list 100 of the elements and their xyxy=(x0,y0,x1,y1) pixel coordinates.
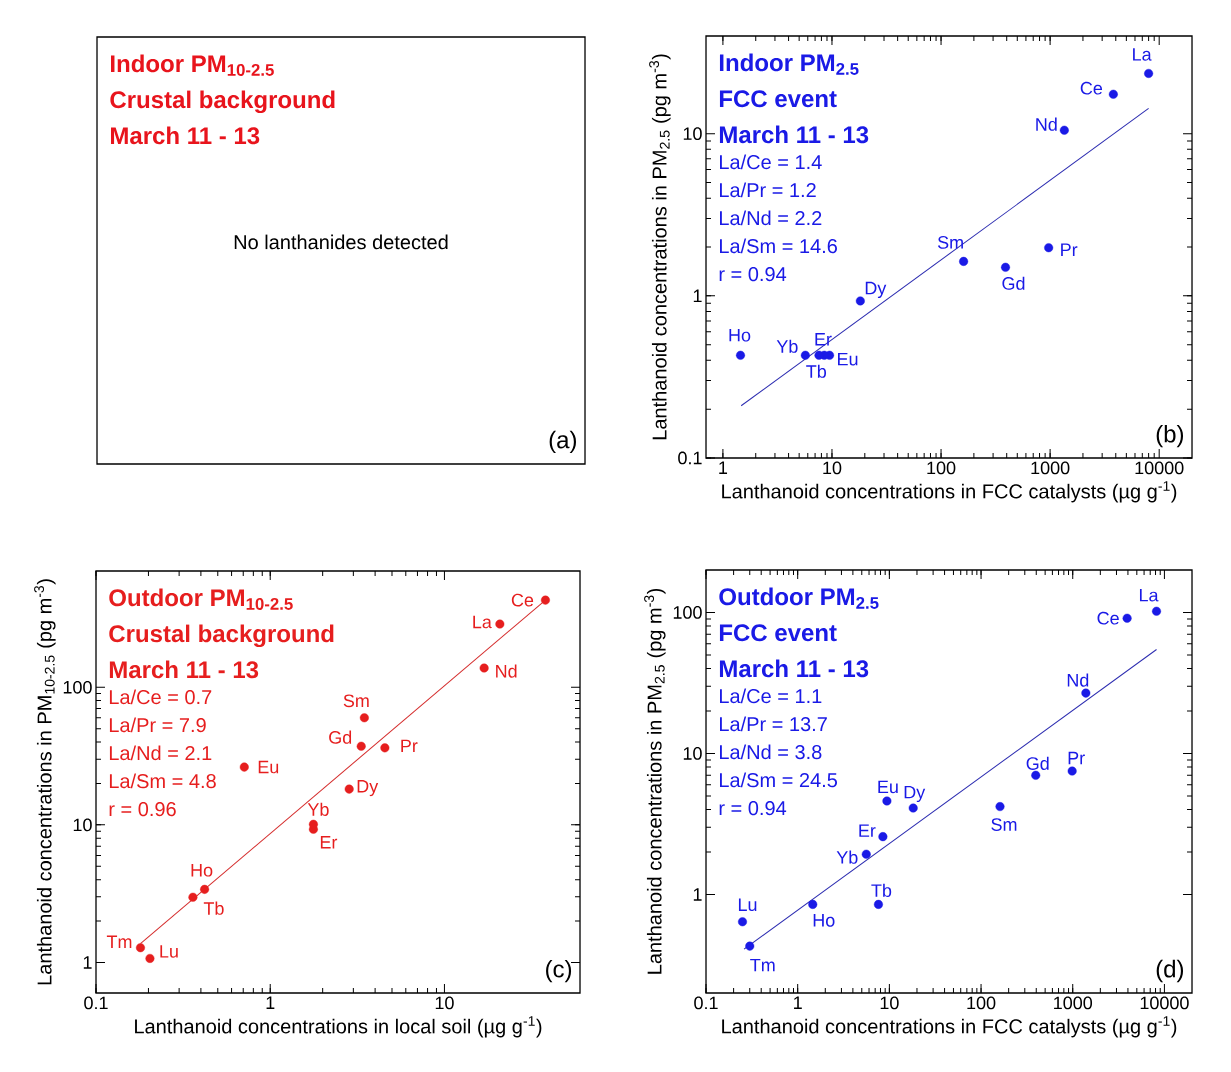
annotation: Lu xyxy=(160,945,178,958)
y-tick-label: 100 xyxy=(63,680,92,694)
annotation: (b) xyxy=(1156,424,1184,448)
annotation: Yb xyxy=(776,339,798,353)
x-tick-label: 1 xyxy=(794,996,802,1009)
x-tick-label: 10 xyxy=(880,996,899,1010)
annotation: Ce xyxy=(1080,81,1103,95)
annotation: Yb xyxy=(307,802,329,816)
annotation: r = 0.96 xyxy=(109,802,176,817)
x-tick-label: 10 xyxy=(823,461,842,475)
x-tick-label: 100 xyxy=(967,996,996,1010)
text: Crustal background xyxy=(109,624,334,648)
x-tick-label: 1 xyxy=(719,461,728,474)
annotation: La/Pr = 13.7 xyxy=(720,716,827,732)
text: Outdoor PM$_{2.5}$ xyxy=(719,587,879,609)
annotation: Eu xyxy=(878,780,898,794)
y-axis-title: Lanthanoid concentrations in PM$_{10-2.5}$ (pg m$^{-3}$) xyxy=(34,579,56,985)
annotation: March 11 - 13 xyxy=(719,125,869,144)
annotation: Gd xyxy=(1026,756,1049,770)
annotation: Nd xyxy=(1067,673,1089,687)
annotation: Er xyxy=(815,333,832,346)
y-tick-label: 1 xyxy=(693,289,702,303)
annotation: La/Ce = 0.7 xyxy=(109,689,212,705)
annotation: Pr xyxy=(401,739,418,753)
annotation: r = 0.94 xyxy=(719,267,787,282)
annotation: Sm xyxy=(343,694,369,708)
annotation: Tb xyxy=(871,883,892,897)
y-tick-label: 10 xyxy=(683,747,702,760)
annotation: Gd xyxy=(329,730,352,744)
annotation: Nd xyxy=(496,664,517,678)
y-tick-label: 1 xyxy=(693,888,702,901)
annotation: Sm xyxy=(991,818,1017,831)
text: (a) xyxy=(549,430,576,454)
annotation: March 11 - 13 xyxy=(719,659,869,678)
annotation: (c) xyxy=(546,959,572,983)
annotation: Nd xyxy=(1036,117,1057,131)
annotation: Pr xyxy=(1061,243,1078,256)
annotation: Ho xyxy=(813,914,835,927)
annotation: Lu xyxy=(738,898,757,912)
annotation: Yb xyxy=(836,850,858,864)
x-tick-label: 0.1 xyxy=(84,996,108,1010)
annotation: La/Pr = 1.2 xyxy=(720,182,816,198)
y-axis-title: Lanthanoid concentrations in PM$_{2.5}$ (pg m$^{-3}$) xyxy=(649,54,671,440)
annotation: Dy xyxy=(865,281,887,298)
annotation: La/Sm = 14.6 xyxy=(720,238,837,254)
annotation: La/Ce = 1.1 xyxy=(720,688,822,704)
annotation: Ce xyxy=(1097,611,1119,625)
text: Indoor PM$_{10-2.5}$ xyxy=(111,54,274,76)
text: FCC event xyxy=(719,624,837,642)
annotation: r = 0.94 xyxy=(719,801,787,816)
text: No lanthanides detected xyxy=(234,234,448,250)
annotation: La/Sm = 4.8 xyxy=(109,773,216,789)
x-tick-label: 10 xyxy=(435,996,454,1010)
annotation: La/Nd = 2.1 xyxy=(109,745,212,761)
annotation: La/Sm = 24.5 xyxy=(720,772,838,788)
annotation: Tb xyxy=(806,364,827,378)
annotation: La xyxy=(473,615,492,629)
x-tick-label: 1 xyxy=(266,996,275,1009)
y-tick-label: 100 xyxy=(673,606,702,619)
annotation: Sm xyxy=(937,236,963,249)
x-tick-label: 1000 xyxy=(1031,461,1070,475)
text: Indoor PM$_{2.5}$ xyxy=(719,53,859,75)
x-axis-title: Lanthanoid concentrations in FCC catalysts (µg g$^{-1}$) xyxy=(722,1016,1177,1038)
y-axis-title: Lanthanoid concentrations in PM$_{2.5}$ (pg m$^{-3}$) xyxy=(644,588,666,974)
annotation: La xyxy=(1139,588,1159,602)
y-tick-label: 10 xyxy=(73,818,92,832)
annotation: Tm xyxy=(750,958,775,972)
x-tick-label: 1000 xyxy=(1054,996,1093,1010)
annotation: Ho xyxy=(191,864,213,877)
y-tick-label: 1 xyxy=(83,956,92,969)
annotation: Eu xyxy=(838,352,858,366)
y-tick-label: 10 xyxy=(683,127,702,141)
annotation: Dy xyxy=(357,780,379,797)
annotation: Ce xyxy=(511,593,534,607)
annotation: La/Nd = 2.2 xyxy=(720,210,822,226)
text: FCC event xyxy=(719,90,837,108)
text: March 11 - 13 xyxy=(111,126,260,145)
x-tick-label: 10000 xyxy=(1140,996,1189,1010)
annotation: Tb xyxy=(203,901,224,915)
x-tick-label: 100 xyxy=(927,461,956,475)
annotation: Ho xyxy=(729,328,751,342)
x-tick-label: 10000 xyxy=(1135,461,1184,475)
text: Outdoor PM$_{10-2.5}$ xyxy=(109,588,293,610)
x-axis-title: Lanthanoid concentrations in local soil (µg g$^{-1}$) xyxy=(135,1016,542,1038)
annotation: (d) xyxy=(1156,959,1184,983)
annotation: Pr xyxy=(1068,751,1085,765)
annotation: La/Nd = 3.8 xyxy=(720,744,822,760)
annotation: Er xyxy=(859,824,876,837)
text: Crustal background xyxy=(110,90,335,114)
annotation: Dy xyxy=(904,785,926,803)
y-tick-label: 0.1 xyxy=(678,451,702,465)
annotation: Er xyxy=(320,836,338,849)
annotation: Eu xyxy=(258,760,279,774)
annotation: Gd xyxy=(1002,276,1025,290)
annotation: Tm xyxy=(106,935,132,948)
annotation: March 11 - 13 xyxy=(109,660,259,679)
annotation: La/Ce = 1.4 xyxy=(720,154,822,170)
annotation: La xyxy=(1133,48,1152,61)
annotation: La/Pr = 7.9 xyxy=(109,717,206,733)
x-axis-title: Lanthanoid concentrations in FCC catalysts (µg g$^{-1}$) xyxy=(722,481,1177,503)
